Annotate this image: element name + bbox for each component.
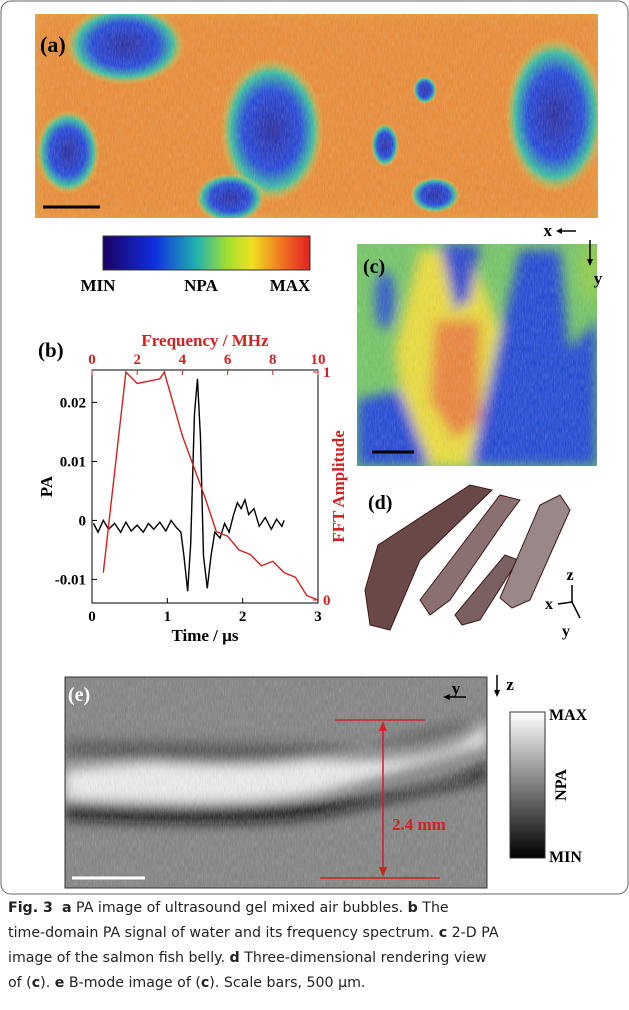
panel-a-image [35,14,598,218]
caption-text: image of the salmon fish belly. [8,950,230,966]
caption-line: Fig. 3 a PA image of ultrasound gel mixe… [8,896,623,921]
plot-frame [91,369,319,604]
y-tick-label: 0 [79,513,87,529]
caption-text: c [31,975,41,991]
panel-d-render [364,484,571,631]
axis-label: y [562,623,570,640]
panel-label: (a) [40,32,66,57]
y2-axis-label: FFT Amplitude [329,430,348,543]
x-axis-label: Time / µs [171,626,238,645]
caption-text [53,900,62,916]
colorbar-label: MAX [270,276,311,295]
x-tick-label: 1 [164,609,172,625]
axis-label: y [594,269,603,288]
arrowhead [587,259,593,266]
caption-line: time-domain PA signal of water and its f… [8,921,623,946]
caption-text: ). Scale bars, 500 µm. [209,975,366,991]
x2-tick-label: 8 [269,352,277,368]
caption-text: c [438,925,448,941]
x2-axis-label: Frequency / MHz [141,331,269,350]
axis-label: y [452,679,461,698]
caption-text: Fig. 3 [8,900,53,916]
y2-tick-label: 1 [323,365,331,381]
colorbar [102,235,311,271]
y-tick-label: 0.02 [60,395,86,411]
line-series [92,378,285,592]
arrowhead [379,721,387,731]
caption-text: time-domain PA signal of water and its f… [8,925,439,941]
axis-label: z [506,675,514,694]
y-tick-label: 0.01 [60,454,86,470]
arrowhead [556,228,562,234]
panel-c-image [357,244,597,466]
caption-text: Three-dimensional rendering view [239,950,487,966]
figure-frame [0,0,629,895]
caption-text: of ( [8,975,32,991]
x2-tick-label: 6 [224,352,232,368]
y-axis-label: PA [37,475,56,497]
caption-text: b [407,900,418,916]
caption-text: ). [40,975,55,991]
arrowhead [494,690,500,697]
x-tick-label: 2 [239,609,247,625]
panel-e-image [65,677,487,888]
x2-tick-label: 2 [133,352,141,368]
arrowhead [379,867,387,877]
panel-label: (c) [363,256,385,278]
caption: Fig. 3 a PA image of ultrasound gel mixe… [8,896,623,996]
arrowhead [443,694,450,700]
colorbar [509,711,546,859]
caption-text: B-mode image of ( [64,975,201,991]
x2-tick-label: 0 [88,352,96,368]
line-series [102,370,319,601]
axis-triad [557,585,581,619]
caption-text: The [417,900,449,916]
panel-label: (d) [368,492,392,514]
caption-text: d [229,950,240,966]
x2-tick-label: 4 [179,352,187,368]
colorbar-label: MAX [549,707,588,724]
image-frame [64,676,488,889]
panel-label: (b) [38,338,64,362]
caption-line: of (c). e B-mode image of (c). Scale bar… [8,971,623,996]
y2-tick-label: 0 [323,593,331,609]
caption-text: a [61,900,72,916]
colorbar-label: MIN [81,276,117,295]
colorbar-label: NPA [553,769,570,801]
measure [320,719,440,879]
axis-label: x [545,596,553,613]
axis-label: x [544,221,553,240]
measure-label: 2.4 mm [392,815,446,834]
x-tick-label: 0 [88,609,96,625]
caption-text: PA image of ultrasound gel mixed air bub… [71,900,408,916]
figure: (a) MIN NPA MAX (c) x y (d) z x y [0,0,629,895]
axis-label: z [566,567,573,584]
colorbar-label: NPA [184,276,218,295]
caption-line: image of the salmon fish belly. d Three-… [8,946,623,971]
colorbar-label: MIN [549,849,582,866]
y-tick-label: -0.01 [55,572,86,588]
x2-tick-label: 10 [311,352,326,368]
x-tick-label: 3 [314,609,322,625]
caption-text: c [200,975,210,991]
caption-text: 2-D PA [447,925,499,941]
caption-text: e [54,975,65,991]
panel-label: (e) [68,684,90,706]
